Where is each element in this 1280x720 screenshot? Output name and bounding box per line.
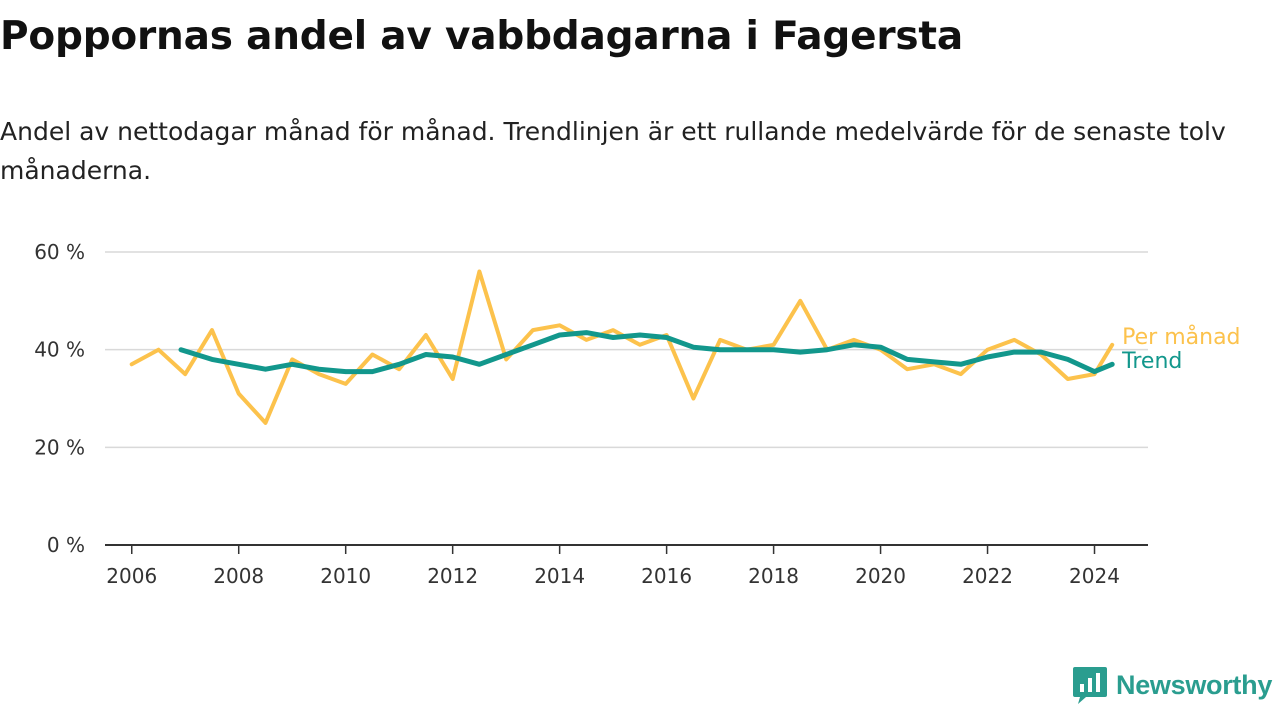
x-tick-label: 2010 [320,564,371,588]
series-label: Trend [1121,349,1182,374]
x-tick-label: 2012 [427,564,478,588]
newsworthy-logo-icon [1073,667,1107,704]
x-tick-label: 2008 [213,564,264,588]
y-tick-label: 0 % [47,533,85,557]
series-label: Per månad [1122,324,1240,350]
y-tick-label: 20 % [34,435,85,459]
x-tick-label: 2024 [1069,564,1120,588]
newsworthy-logo: Newsworthy [1072,665,1272,705]
series [129,269,1115,425]
newsworthy-logo-text: Newsworthy [1116,669,1273,700]
y-tick-label: 40 % [34,338,85,362]
chart-title: Poppornas andel av vabbdagarna i Fagerst… [0,14,963,59]
x-tick-label: 2006 [106,564,157,588]
axes: 0 % 20 % 40 % 60 % 2006 2008 2010 2012 2014 2016 2… [34,240,1148,588]
x-tick-label: 2014 [534,564,585,588]
y-tick-label: 60 % [34,240,85,264]
series-line-trend [178,330,1115,375]
x-tick-label: 2016 [641,564,692,588]
x-tick-label: 2022 [962,564,1013,588]
gridlines [105,251,1148,449]
x-tick-label: 2018 [748,564,799,588]
series-line-per-manad [129,269,1115,425]
x-tick-label: 2020 [855,564,906,588]
chart-subtitle: Andel av nettodagar månad för månad. Tre… [0,117,1226,185]
